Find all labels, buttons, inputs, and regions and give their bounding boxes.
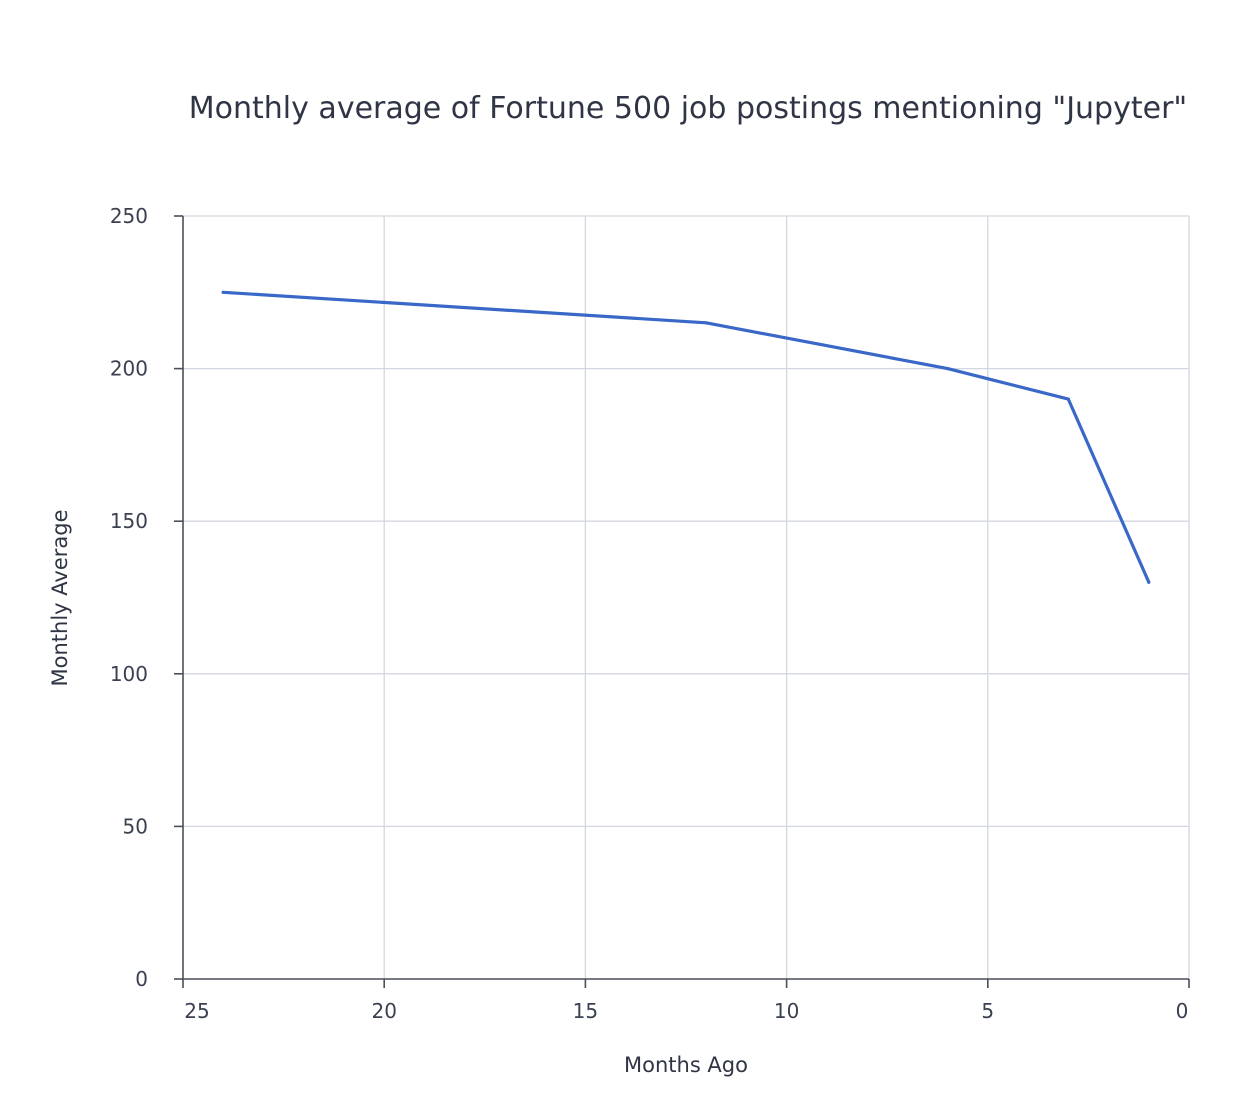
series xyxy=(221,290,1151,584)
data-point xyxy=(704,321,708,325)
axes xyxy=(174,215,1190,988)
y-tick-label: 250 xyxy=(110,204,148,228)
y-tick-label: 100 xyxy=(110,662,148,686)
data-point xyxy=(945,367,950,371)
x-tick-label: 10 xyxy=(774,999,799,1023)
x-tick-label: 5 xyxy=(981,999,994,1023)
y-tick-label: 0 xyxy=(135,967,148,991)
data-point xyxy=(1147,580,1151,584)
data-point xyxy=(1066,397,1070,401)
y-tick-label: 50 xyxy=(123,814,148,838)
series-line xyxy=(221,290,1151,584)
x-tick-label: 25 xyxy=(184,999,209,1023)
data-point xyxy=(221,290,225,294)
x-tick-label: 15 xyxy=(573,999,598,1023)
x-tick-label: 20 xyxy=(371,999,396,1023)
grid xyxy=(183,215,1190,979)
y-axis-title: Monthly Average xyxy=(48,510,72,687)
x-tick-label: 0 xyxy=(1176,999,1189,1023)
y-tick-label: 200 xyxy=(110,357,148,381)
chart-title: Monthly average of Fortune 500 job posti… xyxy=(189,91,1187,126)
x-axis-title: Months Ago xyxy=(624,1053,748,1077)
y-tick-label: 150 xyxy=(110,509,148,533)
